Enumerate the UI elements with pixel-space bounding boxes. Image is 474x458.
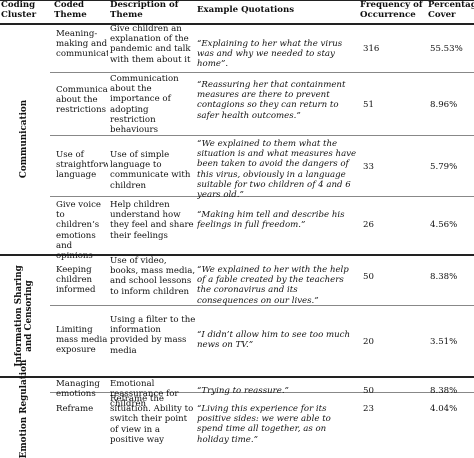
row-theme: Give voice to children’s emotions and op… [56,200,101,262]
header-frequency: Frequency of Occurrence [360,0,423,20]
row-divider [50,392,474,393]
row-cover: 3.51% [430,337,458,347]
row-theme: Reframe [56,404,94,414]
row-frequency: 50 [363,272,374,282]
row-divider [50,305,474,306]
header-cluster: Coding Cluster [1,0,37,20]
row-description: Use of simple language to communicate wi… [110,150,191,191]
row-frequency: 26 [363,220,374,230]
row-description: Communication about the importance of ad… [110,74,179,136]
row-cover: 8.38% [430,386,458,396]
row-quote: “We explained to her with the help of a … [197,265,349,306]
row-divider [50,135,474,136]
row-description: Reframe the situation. Ability to switch… [110,394,194,445]
row-theme: Limiting mass media exposure [56,325,108,356]
row-theme: Managing emotions [56,379,100,400]
row-description: Use of video, books, mass media, and sch… [110,256,196,297]
table-top-rule [0,0,474,1]
row-quote: “Making him tell and describe his feelin… [197,210,345,231]
row-description: Emotional reassurance for children [110,379,179,410]
cluster-label: Communication [19,99,29,179]
row-quote: “Explaining to her what the virus was an… [197,39,343,70]
row-cover: 55.53% [430,44,463,54]
row-frequency: 33 [363,162,374,172]
cluster-divider [0,376,474,378]
row-cover: 8.38% [430,272,458,282]
row-description: Give children an explanation of the pand… [110,24,191,65]
row-quote: “I didn’t allow him to see too much news… [197,330,351,351]
header-theme: Coded Theme [54,0,87,20]
row-theme: Keeping children informed [56,265,96,296]
row-divider [50,196,474,197]
header-description: Description of Theme [110,0,179,20]
cluster-label: Emotion Regulation [19,359,29,458]
row-theme: Use of straightforward language [56,150,108,181]
row-divider [50,72,474,73]
row-cover: 4.04% [430,404,458,414]
row-frequency: 23 [363,404,374,414]
row-theme: Meaning-making and communication [56,29,108,60]
row-quote: “Reassuring her that containment measure… [197,80,346,121]
row-cover: 5.79% [430,162,458,172]
row-description: Using a filter to the information provid… [110,315,196,356]
row-quote: “Trying to reassure.” [197,386,289,396]
row-frequency: 51 [363,100,374,110]
row-cover: 8.96% [430,100,458,110]
row-theme: Communication about the restrictions [56,85,108,116]
row-quote: “We explained to them what the situation… [197,139,357,201]
header-cover: Percentage Cover [428,0,474,20]
row-frequency: 20 [363,337,374,347]
cluster-label: Information Sharing and Censoring [14,265,34,367]
row-description: Help children understand how they feel a… [110,200,194,241]
header-quotations: Example Quotations [197,5,295,15]
header-rule [0,23,474,25]
cluster-divider [0,254,474,256]
row-frequency: 50 [363,386,374,396]
row-frequency: 316 [363,44,380,54]
row-cover: 4.56% [430,220,458,230]
